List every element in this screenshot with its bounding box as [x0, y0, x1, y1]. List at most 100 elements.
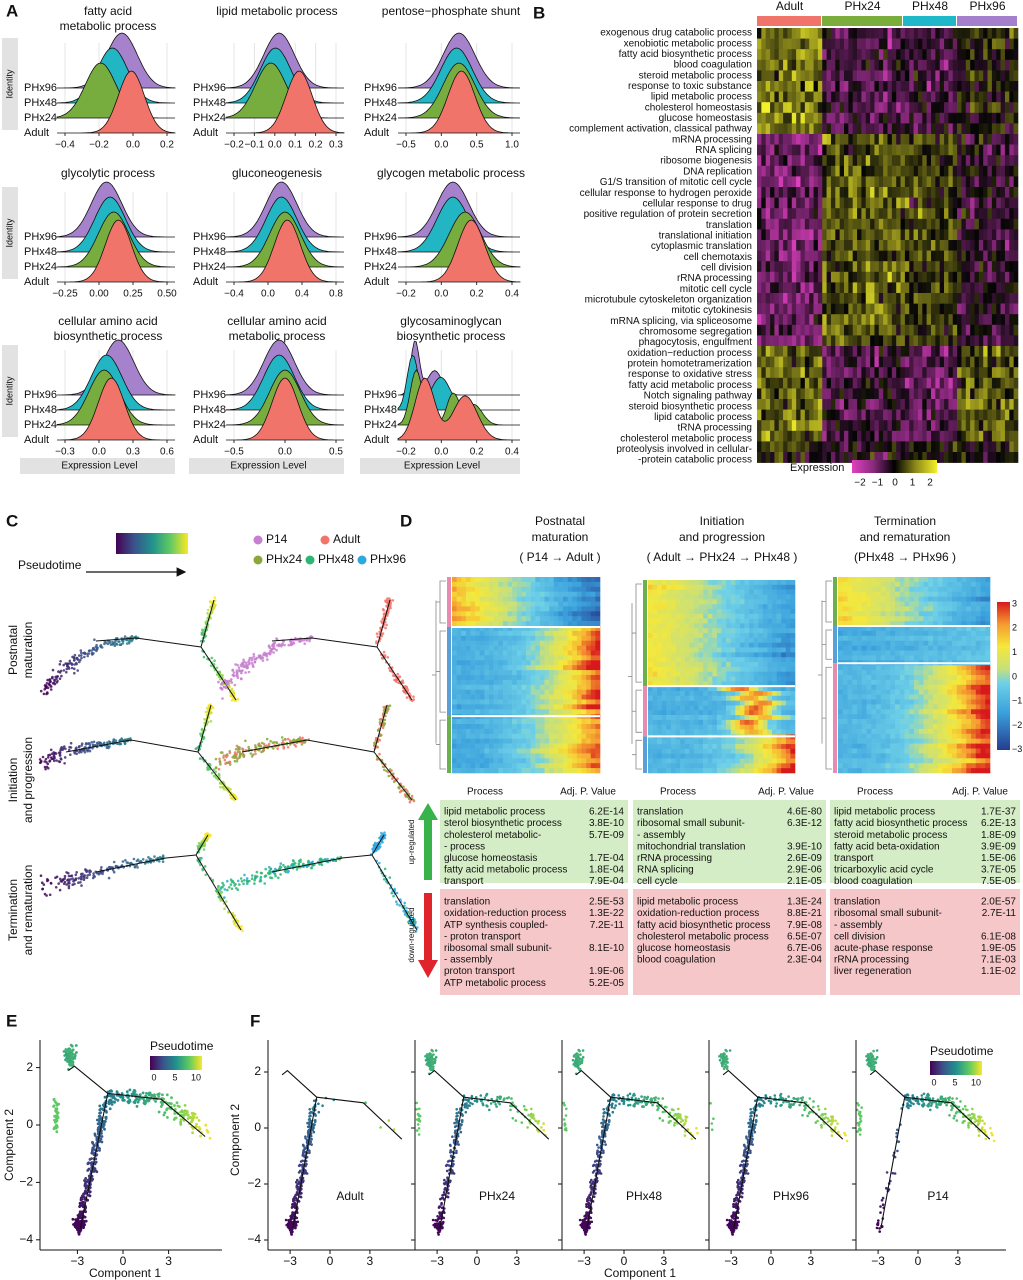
cell-point — [206, 706, 209, 710]
heat-cell — [861, 441, 867, 453]
heat-cell — [857, 165, 862, 177]
cell-point — [242, 665, 246, 669]
heat-cell — [857, 335, 862, 347]
heat-cell — [965, 112, 971, 124]
heat-cell — [852, 155, 858, 167]
heat-cell — [1000, 409, 1006, 421]
heat-cell — [991, 250, 997, 262]
heat-cell — [970, 102, 975, 114]
panel-label: A — [6, 1, 18, 20]
heat-cell — [996, 176, 1001, 188]
heat-cell — [1013, 314, 1019, 326]
heat-cell — [952, 59, 958, 71]
heat-cell — [796, 134, 801, 145]
pseudotime-bar — [116, 533, 188, 554]
heat-cell — [774, 346, 780, 357]
heat-cell — [567, 611, 573, 617]
cell-point — [67, 886, 71, 890]
ridge — [56, 62, 175, 119]
heat-cell — [996, 430, 1001, 442]
heat-cell — [479, 591, 485, 597]
heat-cell — [586, 596, 592, 602]
heat-cell — [987, 38, 993, 50]
heat-cell — [987, 261, 993, 273]
heat-cell — [883, 452, 888, 463]
heat-cell — [1013, 282, 1019, 294]
heat-cell — [944, 282, 949, 294]
heat-cell — [904, 155, 910, 167]
heat-cell — [507, 577, 513, 583]
heat-cell — [791, 420, 797, 432]
heat-cell — [961, 388, 967, 400]
cell-point — [264, 867, 268, 871]
heat-cell — [926, 155, 932, 167]
heat-cell — [883, 282, 888, 294]
heat-cell — [502, 581, 508, 588]
cell-point — [247, 670, 251, 674]
heat-cell — [761, 324, 766, 336]
heat-cell — [987, 388, 993, 400]
heat-cell — [939, 367, 945, 379]
cell-point — [380, 620, 383, 623]
heat-cell — [987, 356, 993, 368]
cell-point — [236, 698, 240, 701]
heat-cell — [957, 28, 962, 39]
heat-cell — [765, 303, 771, 315]
heat-cell — [848, 240, 853, 251]
cell-point — [54, 886, 58, 889]
heat-cell — [783, 102, 788, 114]
heat-cell — [944, 293, 949, 304]
heat-cell — [770, 59, 775, 71]
heat-cell — [572, 596, 578, 602]
heat-cell — [770, 409, 775, 421]
heat-cell — [987, 229, 993, 241]
cell-point — [378, 752, 381, 756]
heat-cell — [1009, 165, 1014, 177]
plot-title: cellular amino acid — [227, 314, 326, 328]
heat-cell — [948, 367, 954, 379]
heat-cell — [978, 335, 984, 347]
heat-cell — [1004, 70, 1010, 82]
heat-cell — [887, 59, 893, 71]
cell-point — [267, 651, 271, 655]
heat-cell — [917, 324, 923, 336]
cell-point — [376, 728, 380, 732]
heat-cell — [595, 601, 601, 607]
heat-cell — [787, 59, 793, 71]
cell-point — [100, 646, 104, 649]
heat-cell — [970, 303, 975, 315]
heat-cell — [498, 621, 504, 627]
heat-cell — [470, 621, 476, 627]
heat-cell — [926, 441, 932, 453]
heat-cell — [800, 314, 806, 326]
heat-cell — [865, 409, 871, 421]
heat-cell — [576, 577, 582, 583]
cell-point — [88, 869, 92, 872]
process-label: protein homotetramerization — [627, 359, 752, 370]
heat-cell — [887, 346, 893, 357]
cell-point — [242, 882, 245, 886]
heat-cell — [978, 102, 984, 114]
heat-cell — [848, 28, 853, 39]
heat-cell — [800, 441, 806, 453]
heat-cell — [996, 229, 1001, 241]
cell-point — [217, 680, 220, 684]
heat-cell — [857, 28, 862, 39]
heat-cell — [970, 324, 975, 336]
heat-cell — [991, 70, 997, 82]
heat-cell — [961, 409, 967, 421]
cell-point — [263, 875, 267, 878]
cell-point — [277, 876, 280, 880]
heat-cell — [844, 452, 849, 463]
heat-cell — [770, 282, 775, 294]
heat-cell — [1013, 377, 1019, 389]
heat-cell — [857, 59, 862, 71]
x-tick-label: 0.0 — [278, 447, 292, 458]
heat-cell — [944, 420, 949, 432]
heat-cell — [991, 218, 997, 230]
heat-cell — [857, 282, 862, 294]
heat-cell — [931, 102, 936, 114]
heat-cell — [896, 271, 901, 283]
cell-point — [65, 670, 68, 674]
heat-cell — [1004, 208, 1010, 220]
